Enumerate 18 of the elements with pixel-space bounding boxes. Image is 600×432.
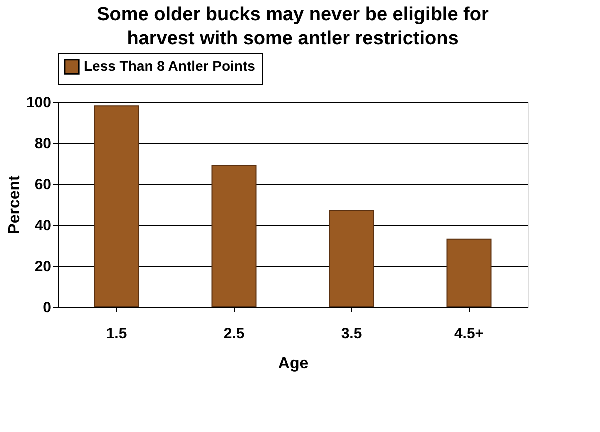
x-tick-label: 1.5 xyxy=(106,326,128,342)
x-tick-label: 2.5 xyxy=(224,326,245,342)
y-tick-label: 80 xyxy=(34,136,52,152)
bar xyxy=(94,106,140,308)
y-tick-label: 20 xyxy=(34,258,52,276)
bar xyxy=(446,238,492,308)
y-axis-title: Percent xyxy=(6,174,24,234)
bar xyxy=(212,165,257,308)
bar xyxy=(329,210,374,308)
y-tick-label: 0 xyxy=(43,300,52,316)
y-tick-label: 100 xyxy=(26,94,52,112)
legend-label: Less Than 8 Antler Points xyxy=(84,58,256,74)
x-tick-label: 3.5 xyxy=(341,326,362,342)
y-tick-label: 60 xyxy=(34,176,52,194)
chart-title: Some older bucks may never be eligible for harvest with some antler restrictions xyxy=(97,4,490,50)
x-axis-title: Age xyxy=(278,356,309,372)
y-tick-label: 40 xyxy=(34,218,52,234)
x-tick-label: 4.5+ xyxy=(454,326,484,342)
